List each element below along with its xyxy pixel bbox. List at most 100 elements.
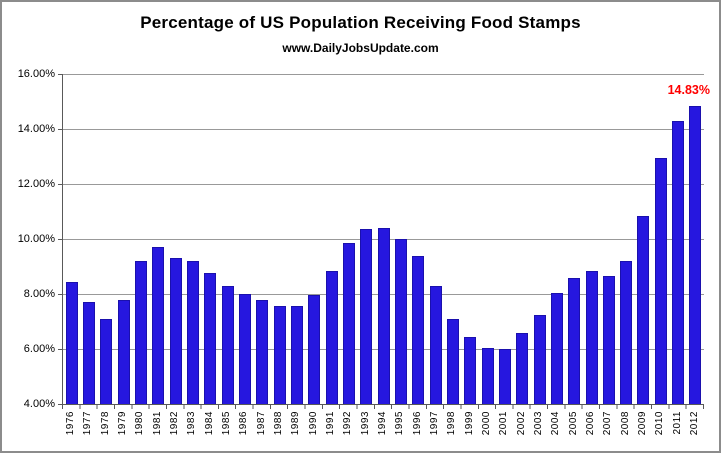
x-label-slot-1994: 1994 [374,411,391,451]
x-axis-label-2012: 2012 [688,411,700,436]
bar-slot-2001 [496,74,513,404]
x-axis-label-1985: 1985 [221,411,233,436]
x-label-slot-1998: 1998 [443,411,460,451]
bar-slot-2007 [600,74,617,404]
x-axis-label-2011: 2011 [671,411,683,435]
x-label-slot-1999: 1999 [461,411,478,451]
x-axis-label-2004: 2004 [550,411,562,436]
bar-slot-1998 [444,74,461,404]
data-label-2012: 14.83% [667,83,710,97]
x-axis-label-1982: 1982 [169,411,181,436]
bar-slot-2005 [566,74,583,404]
x-axis-label-1983: 1983 [186,411,198,436]
x-label-slot-2006: 2006 [582,411,599,451]
x-axis-label-2005: 2005 [567,411,579,436]
bar-slot-1983 [184,74,201,404]
x-label-slot-2011: 2011 [668,411,685,451]
x-label-slot-1986: 1986 [235,411,252,451]
x-axis-label-2010: 2010 [654,411,666,436]
bar-1976 [65,281,78,404]
bar-1993 [360,229,373,404]
bar-slot-1989 [288,74,305,404]
bar-1977 [82,302,95,404]
x-axis-label-1994: 1994 [377,411,389,436]
x-label-slot-2000: 2000 [478,411,495,451]
x-axis-label-2000: 2000 [481,411,493,436]
x-axis-label-2007: 2007 [602,411,614,436]
x-label-slot-1982: 1982 [166,411,183,451]
y-axis-label-6: 6.00% [23,343,55,355]
bar-slot-2002 [514,74,531,404]
y-axis-label-12: 12.00% [17,178,55,190]
bar-slot-1985 [219,74,236,404]
bar-2003 [533,314,546,404]
y-axis-label-16: 16.00% [17,68,55,80]
y-axis-label-8: 8.00% [23,288,55,300]
bar-1985 [221,285,234,404]
x-axis-label-2006: 2006 [585,411,596,436]
x-label-slot-1992: 1992 [339,411,356,451]
x-label-slot-1977: 1977 [79,411,96,451]
x-axis-label-1989: 1989 [290,411,302,436]
y-axis-tick-6 [58,349,62,350]
bar-1997 [429,285,442,404]
bar-slot-1980 [132,74,149,404]
x-axis-label-1996: 1996 [411,411,423,436]
bar-slot-1997 [427,74,444,404]
x-label-slot-1979: 1979 [114,411,131,451]
bar-1988 [273,306,286,404]
x-label-slot-1978: 1978 [97,411,114,451]
bar-slot-1990 [306,74,323,404]
gridline-12 [63,184,704,185]
bar-slot-1988 [271,74,288,404]
bar-2004 [550,292,563,404]
bar-slot-2003 [531,74,548,404]
y-axis-tick-10 [58,239,62,240]
x-label-slot-2012: 2012 [686,411,703,451]
x-axis-label-2003: 2003 [533,411,545,436]
plot-area: 14.83% [62,74,710,405]
x-axis-label-1999: 1999 [463,411,475,436]
bar-2005 [568,277,581,404]
bar-2000 [481,347,494,404]
x-axis-label-1979: 1979 [117,411,129,436]
bar-1992 [342,243,355,404]
bar-1995 [394,239,407,404]
x-axis-label-1986: 1986 [238,411,250,436]
x-axis-ticks [62,405,704,409]
x-label-slot-1991: 1991 [322,411,339,451]
y-axis-tick-16 [58,74,62,75]
x-label-slot-1976: 1976 [62,411,79,451]
bar-1987 [256,299,269,404]
x-label-slot-2007: 2007 [599,411,616,451]
bar-1999 [464,336,477,404]
x-label-slot-1989: 1989 [287,411,304,451]
x-axis-label-2008: 2008 [619,411,631,436]
bar-slot-1979 [115,74,132,404]
bar-slot-1987 [254,74,271,404]
bar-slot-2012 [687,74,704,404]
x-label-slot-1983: 1983 [183,411,200,451]
bar-1978 [100,318,113,404]
x-axis-label-1980: 1980 [134,411,146,436]
bar-2007 [602,276,615,404]
bar-1996 [412,255,425,404]
x-label-slot-1993: 1993 [357,411,374,451]
bar-slot-1993 [358,74,375,404]
x-axis-label-1992: 1992 [342,411,354,436]
x-label-slot-1987: 1987 [253,411,270,451]
bar-slot-1976 [63,74,80,404]
bar-slot-2009 [635,74,652,404]
x-label-slot-1988: 1988 [270,411,287,451]
bar-2011 [672,120,685,404]
x-axis-labels: 1976 1977 1978 1979 1980 1981 1982 1983 1984 1985… [62,411,703,451]
x-axis-label-1993: 1993 [359,411,371,436]
bar-slot-2004 [548,74,565,404]
x-axis-label-1997: 1997 [429,411,441,436]
bar-2010 [654,157,667,404]
x-axis-label-1990: 1990 [307,411,319,436]
bar-2002 [516,332,529,404]
bar-2012 [689,106,702,404]
x-axis-label-1988: 1988 [273,411,285,436]
